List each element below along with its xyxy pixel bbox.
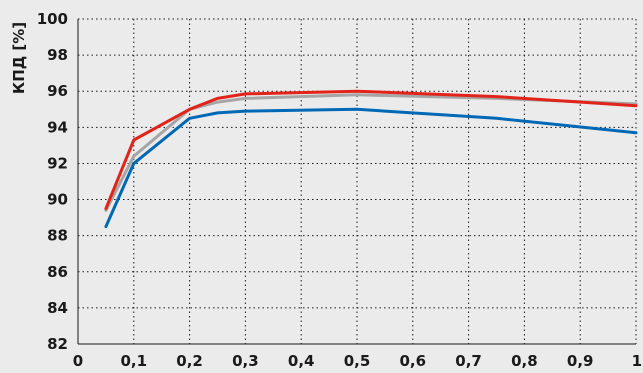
series-lines [104,89,638,229]
y-tick-label: 82 [47,335,68,353]
y-tick-label: 86 [47,263,68,281]
x-tick-labels: 0 0,1 0,2 0,3 0,4 0,5 0,6 0,7 0,8 0,9 1 [73,352,642,370]
y-tick-label: 98 [47,46,68,64]
x-tick-label: 0,2 [176,352,203,370]
x-tick-label: 0,5 [344,352,371,370]
y-tick-label: 96 [47,82,68,100]
y-tick-label: 92 [47,154,68,172]
x-tick-label: 0,3 [232,352,259,370]
series-line-3 [104,89,638,211]
axes [77,19,636,345]
y-tick-label: 88 [47,227,68,245]
x-tick-label: 0,6 [400,352,427,370]
grid [78,18,637,344]
y-tick-label: 84 [47,299,68,317]
x-tick-label: 0 [73,352,83,370]
y-tick-label: 90 [47,191,68,209]
x-tick-label: 0,8 [511,352,538,370]
y-axis-label: КПД [%] [10,22,28,94]
y-tick-label: 100 [37,10,68,28]
x-tick-label: 0,4 [288,352,315,370]
x-tick-label: 1 [632,352,642,370]
x-tick-label: 0,9 [567,352,594,370]
y-tick-labels: 82 84 86 88 90 92 94 96 98 100 [37,10,68,353]
y-tick-label: 94 [47,118,68,136]
x-tick-label: 0,1 [121,352,148,370]
x-tick-label: 0,7 [455,352,482,370]
series-line-1 [104,107,638,229]
series-line-2 [104,93,638,212]
